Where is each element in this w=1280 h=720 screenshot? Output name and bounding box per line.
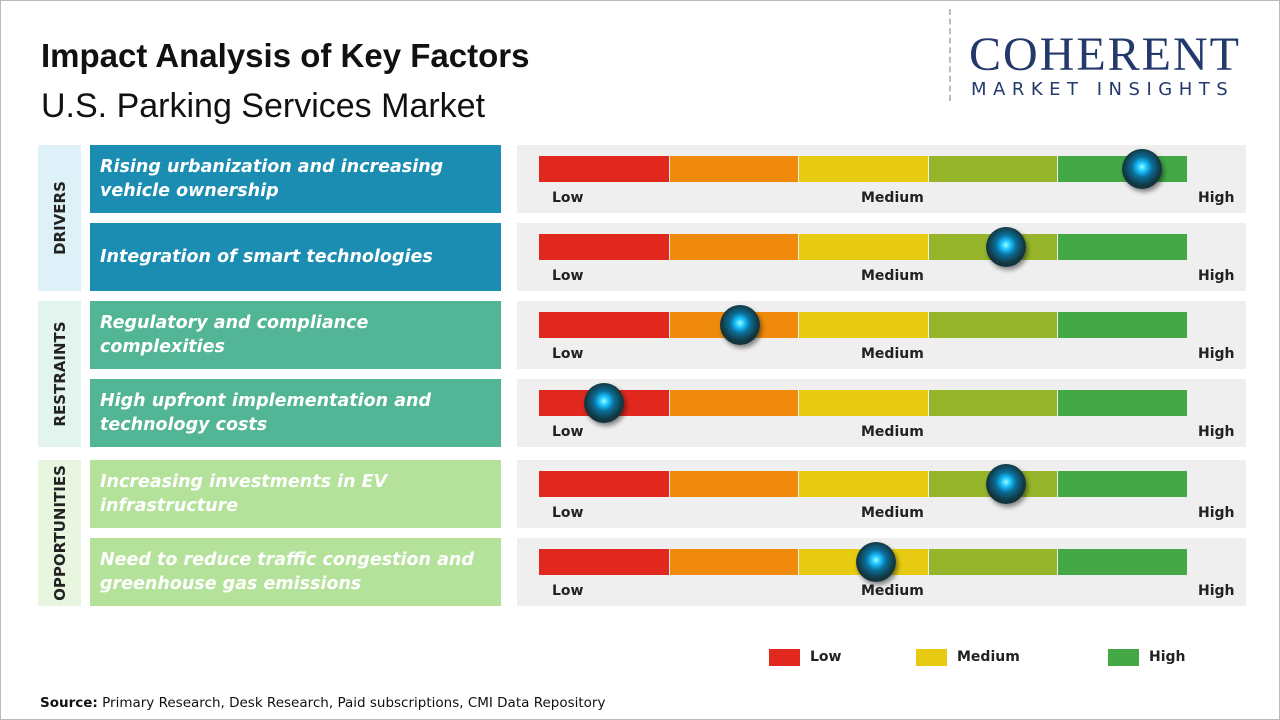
gauge-low-label: Low xyxy=(552,190,584,206)
group-label-box: OPPORTUNITIES xyxy=(38,460,81,606)
gauge-segment xyxy=(539,156,669,182)
gauge-segment xyxy=(669,234,799,260)
gauge-segment xyxy=(1058,390,1187,416)
gauge-high-label: High xyxy=(1198,583,1235,599)
gauge-segment xyxy=(928,390,1058,416)
group-label-box: DRIVERS xyxy=(38,145,81,291)
gauge-segment xyxy=(669,390,799,416)
legend-swatch xyxy=(916,649,947,666)
gauge-low-label: Low xyxy=(552,268,584,284)
legend-swatch xyxy=(1108,649,1139,666)
title: Impact Analysis of Key Factors xyxy=(41,37,530,74)
gauge-high-label: High xyxy=(1198,190,1235,206)
gauge-segment xyxy=(799,390,928,416)
group-label-box: RESTRAINTS xyxy=(38,301,81,447)
gauge-segment xyxy=(539,549,669,575)
subtitle: U.S. Parking Services Market xyxy=(41,87,486,125)
legend-swatch xyxy=(769,649,800,666)
gauge-segment xyxy=(1058,471,1187,497)
legend-label: High xyxy=(1149,649,1186,665)
gauge-medium-label: Medium xyxy=(861,268,924,284)
source-text: Primary Research, Desk Research, Paid su… xyxy=(102,695,606,711)
source: Source: Primary Research, Desk Research,… xyxy=(40,695,605,711)
legend-label: Low xyxy=(810,649,842,665)
factor-text: Integration of smart technologies xyxy=(90,223,501,291)
gauge-segment xyxy=(799,312,928,338)
gauge-low-label: Low xyxy=(552,583,584,599)
gauge-segment xyxy=(539,234,669,260)
gauge-segment xyxy=(928,312,1058,338)
gauge-segment xyxy=(1058,234,1187,260)
impact-knob xyxy=(1121,149,1162,189)
gauge-segment xyxy=(669,549,799,575)
gauge-low-label: Low xyxy=(552,505,584,521)
impact-knob xyxy=(985,464,1026,504)
gauge-segment xyxy=(928,549,1058,575)
gauge-high-label: High xyxy=(1198,346,1235,362)
factor-text: Regulatory and compliance complexities xyxy=(90,301,501,369)
gauge-segment xyxy=(799,471,928,497)
gauge-segment xyxy=(669,156,799,182)
group-label: OPPORTUNITIES xyxy=(50,465,69,601)
gauge-medium-label: Medium xyxy=(861,346,924,362)
group-label: DRIVERS xyxy=(50,181,69,255)
source-label: Source: xyxy=(40,695,98,711)
gauge-segment xyxy=(1058,312,1187,338)
impact-knob xyxy=(583,383,624,423)
legend-label: Medium xyxy=(957,649,1020,665)
gauge-high-label: High xyxy=(1198,268,1235,284)
gauge-medium-label: Medium xyxy=(861,583,924,599)
logo-name: COHERENT xyxy=(969,28,1241,81)
logo-tagline: MARKET INSIGHTS xyxy=(971,79,1235,100)
impact-knob xyxy=(719,305,760,345)
impact-knob xyxy=(985,227,1026,267)
gauge-segment xyxy=(928,156,1058,182)
factor-text: High upfront implementation and technolo… xyxy=(90,379,501,447)
factor-text: Need to reduce traffic congestion and gr… xyxy=(90,538,501,606)
gauge-segment xyxy=(1058,549,1187,575)
gauge-low-label: Low xyxy=(552,346,584,362)
group-label: RESTRAINTS xyxy=(50,321,69,427)
gauge-segment xyxy=(669,471,799,497)
gauge-medium-label: Medium xyxy=(861,190,924,206)
gauge-segment xyxy=(799,156,928,182)
gauge-high-label: High xyxy=(1198,505,1235,521)
gauge-segment xyxy=(799,234,928,260)
gauge-medium-label: Medium xyxy=(861,505,924,521)
factor-text: Rising urbanization and increasing vehic… xyxy=(90,145,501,213)
factor-text: Increasing investments in EV infrastruct… xyxy=(90,460,501,528)
gauge-segment xyxy=(539,471,669,497)
gauge-high-label: High xyxy=(1198,424,1235,440)
impact-knob xyxy=(855,542,896,582)
gauge-segment xyxy=(539,312,669,338)
divider xyxy=(949,9,951,101)
gauge-low-label: Low xyxy=(552,424,584,440)
gauge-medium-label: Medium xyxy=(861,424,924,440)
